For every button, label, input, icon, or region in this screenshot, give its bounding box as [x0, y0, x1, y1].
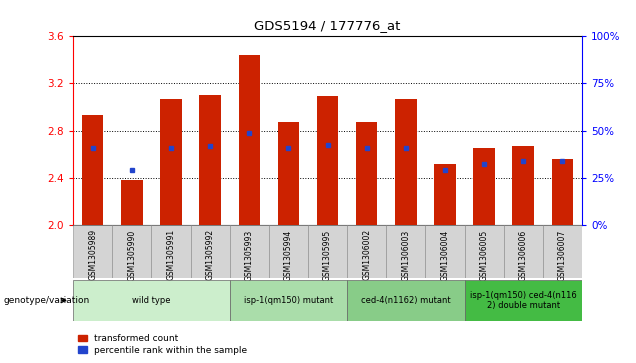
Text: GSM1305990: GSM1305990 — [127, 229, 136, 281]
Bar — [464, 225, 504, 278]
Text: GSM1305995: GSM1305995 — [323, 229, 332, 281]
Bar — [73, 280, 230, 321]
Bar — [317, 97, 338, 225]
Bar — [513, 146, 534, 225]
Bar — [504, 225, 543, 278]
Text: GSM1306004: GSM1306004 — [441, 229, 450, 281]
Text: GSM1306006: GSM1306006 — [519, 229, 528, 281]
Bar — [160, 99, 182, 225]
Bar — [82, 115, 104, 225]
Bar — [356, 122, 377, 225]
Bar — [543, 225, 582, 278]
Bar — [347, 280, 464, 321]
Bar — [308, 225, 347, 278]
Text: GSM1306007: GSM1306007 — [558, 229, 567, 281]
Bar — [121, 180, 142, 225]
Text: GSM1305991: GSM1305991 — [167, 229, 176, 280]
Bar — [425, 225, 464, 278]
Bar — [269, 225, 308, 278]
Text: GSM1306003: GSM1306003 — [401, 229, 410, 281]
Bar — [434, 164, 456, 225]
Bar — [230, 225, 269, 278]
Text: GSM1306005: GSM1306005 — [480, 229, 488, 281]
Bar — [191, 225, 230, 278]
Title: GDS5194 / 177776_at: GDS5194 / 177776_at — [254, 19, 401, 32]
Bar — [73, 225, 113, 278]
Bar — [151, 225, 191, 278]
Text: ced-4(n1162) mutant: ced-4(n1162) mutant — [361, 296, 451, 305]
Text: GSM1305994: GSM1305994 — [284, 229, 293, 281]
Text: isp-1(qm150) ced-4(n116
2) double mutant: isp-1(qm150) ced-4(n116 2) double mutant — [470, 291, 577, 310]
Text: GSM1305992: GSM1305992 — [205, 229, 214, 280]
Text: GSM1306002: GSM1306002 — [362, 229, 371, 280]
Bar — [395, 99, 417, 225]
Bar — [464, 280, 582, 321]
Text: wild type: wild type — [132, 296, 170, 305]
Bar — [113, 225, 151, 278]
Bar — [347, 225, 386, 278]
Bar — [238, 55, 260, 225]
Legend: transformed count, percentile rank within the sample: transformed count, percentile rank withi… — [78, 334, 247, 355]
Text: isp-1(qm150) mutant: isp-1(qm150) mutant — [244, 296, 333, 305]
Bar — [230, 280, 347, 321]
Bar — [199, 95, 221, 225]
Bar — [551, 159, 573, 225]
Text: genotype/variation: genotype/variation — [3, 296, 90, 305]
Text: GSM1305989: GSM1305989 — [88, 229, 97, 280]
Bar — [473, 148, 495, 225]
Bar — [278, 122, 299, 225]
Bar — [386, 225, 425, 278]
Text: GSM1305993: GSM1305993 — [245, 229, 254, 281]
